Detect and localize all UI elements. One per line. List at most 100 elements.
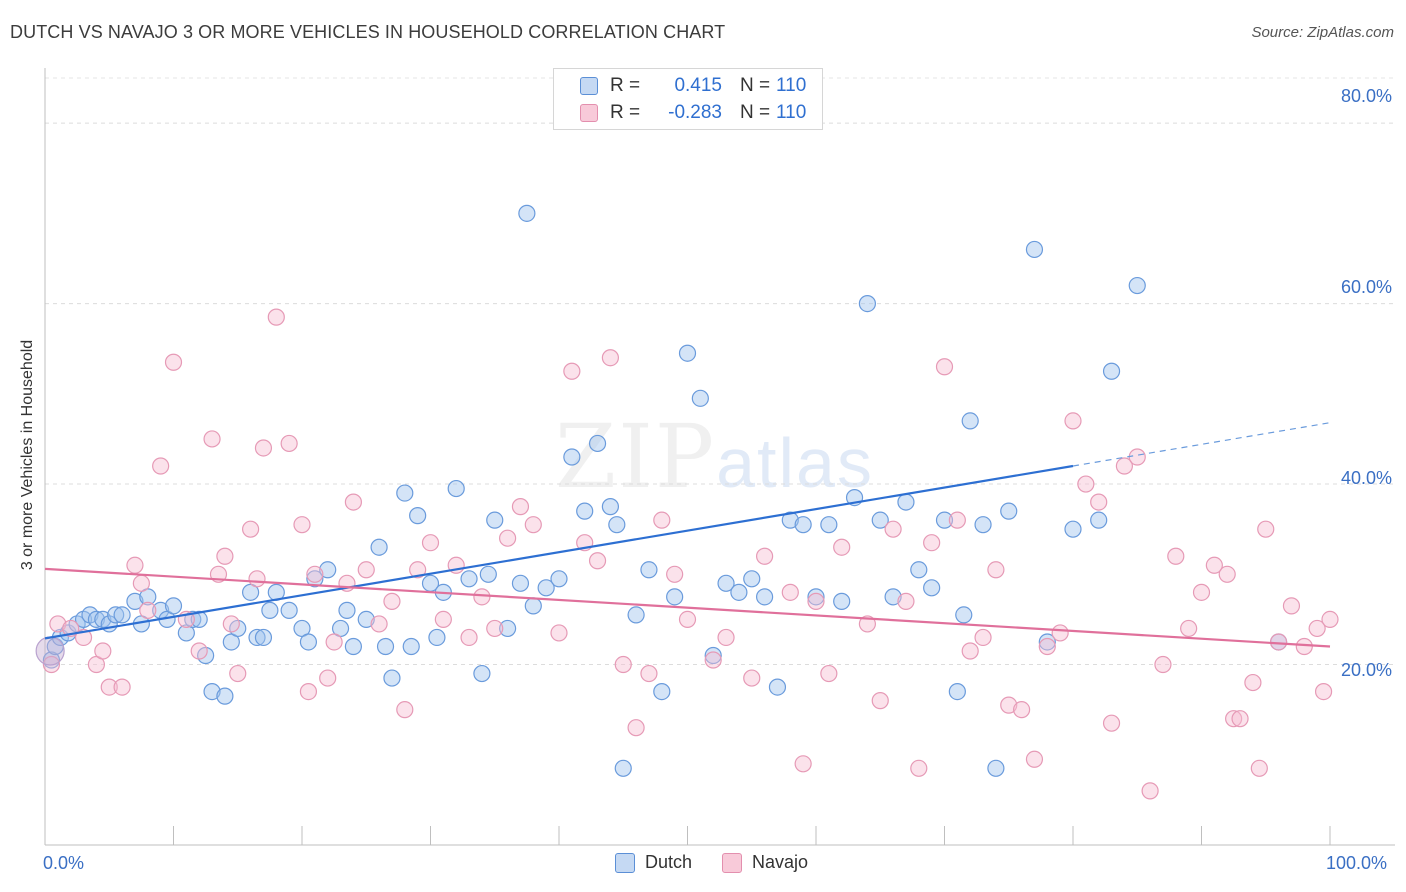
dutch-point-74 xyxy=(730,583,748,601)
navajo-point-60 xyxy=(755,547,774,565)
navajo-point-21 xyxy=(248,570,266,588)
navajo-point-68 xyxy=(884,520,902,538)
dutch-point-61 xyxy=(576,502,594,520)
navajo-point-7 xyxy=(113,678,131,696)
dutch-point-69 xyxy=(666,588,684,606)
legend-swatch-navajo xyxy=(580,104,598,122)
navajo-point-88 xyxy=(1141,782,1159,800)
navajo-point-17 xyxy=(216,547,234,565)
navajo-point-82 xyxy=(1064,412,1082,430)
navajo-point-24 xyxy=(280,434,298,453)
navajo-point-6 xyxy=(100,678,118,696)
navajo-point-89 xyxy=(1154,655,1172,674)
dutch-point-67 xyxy=(640,561,658,579)
dutch-point-94 xyxy=(974,516,992,534)
navajo-point-75 xyxy=(974,628,992,647)
navajo-point-76 xyxy=(987,561,1005,579)
navajo-point-90 xyxy=(1167,547,1185,565)
navajo-point-10 xyxy=(139,601,157,619)
dutch-point-35 xyxy=(319,561,337,579)
dutch-point-43 xyxy=(396,484,414,502)
navajo-point-41 xyxy=(473,588,491,606)
navajo-point-73 xyxy=(948,511,966,529)
dutch-point-77 xyxy=(768,678,787,696)
navajo-point-36 xyxy=(409,561,427,579)
navajo-point-78 xyxy=(1012,701,1031,719)
dutch-point-44 xyxy=(402,637,420,656)
navajo-point-66 xyxy=(858,615,877,633)
dutch-point-100 xyxy=(1090,511,1108,529)
dutch-point-55 xyxy=(511,574,530,592)
navajo-point-22 xyxy=(254,439,273,457)
navajo-point-83 xyxy=(1077,475,1095,493)
dutch-point-101 xyxy=(1102,362,1121,380)
dutch-point-34 xyxy=(306,570,324,588)
dutch-point-31 xyxy=(280,601,298,619)
dutch-point-73 xyxy=(717,574,735,592)
dutch-point-23 xyxy=(216,687,234,705)
dutch-point-47 xyxy=(428,628,446,647)
navajo-point-71 xyxy=(923,534,941,552)
dutch-point-57 xyxy=(524,597,542,615)
dutch-point-51 xyxy=(473,664,491,683)
navajo-point-14 xyxy=(190,642,208,660)
legend-row-dutch: R = 0.415 N = 110 xyxy=(554,73,806,99)
dutch-point-102 xyxy=(1128,276,1146,295)
dutch-point-28 xyxy=(254,628,273,647)
dutch-point-75 xyxy=(743,570,761,588)
legend-r-label: R = xyxy=(610,102,641,123)
y-tick-label-20: 20.0% xyxy=(1340,660,1392,680)
dutch-point-84 xyxy=(858,294,877,313)
navajo-point-25 xyxy=(293,516,311,534)
legend-row-navajo: R = -0.283 N = 110 xyxy=(554,100,806,126)
chart-title: DUTCH VS NAVAJO 3 OR MORE VEHICLES IN HO… xyxy=(10,22,726,42)
legend-swatch-dutch xyxy=(580,77,598,95)
dutch-trend-extension xyxy=(1072,422,1331,467)
navajo-point-84 xyxy=(1090,493,1108,511)
navajo-point-28 xyxy=(319,669,337,687)
dutch-trend-line xyxy=(44,464,1074,640)
series-legend-navajo[interactable]: Navajo xyxy=(722,852,808,873)
navajo-point-52 xyxy=(627,719,645,737)
dutch-point-79 xyxy=(794,516,812,534)
dutch-point-58 xyxy=(537,579,555,597)
dutch-point-68 xyxy=(653,682,671,701)
dutch-point-64 xyxy=(608,516,626,534)
dutch-point-92 xyxy=(955,606,973,624)
watermark-logo: ZIPatlas xyxy=(555,405,874,508)
dutch-point-7 xyxy=(87,610,106,629)
dutch-point-98 xyxy=(1038,633,1056,651)
dutch-point-81 xyxy=(820,516,838,534)
dutch-point-63 xyxy=(601,498,620,516)
series-legend: Dutch Navajo xyxy=(615,852,838,873)
dutch-point-86 xyxy=(884,588,902,606)
dutch-point-72 xyxy=(704,646,722,665)
navajo-point-1 xyxy=(49,615,67,633)
dutch-point-65 xyxy=(614,759,632,777)
legend-n-value-dutch: 110 xyxy=(776,75,807,96)
dutch-point-50 xyxy=(460,570,478,588)
navajo-trend-line xyxy=(44,567,1331,648)
navajo-point-18 xyxy=(222,615,240,633)
x-tick-label-max: 100.0% xyxy=(1326,853,1388,873)
dutch-point-78 xyxy=(781,511,799,529)
dutch-point-10 xyxy=(107,606,125,624)
navajo-point-51 xyxy=(614,655,632,674)
navajo-point-97 xyxy=(1244,673,1262,692)
navajo-point-74 xyxy=(961,642,979,660)
navajo-point-61 xyxy=(781,583,799,601)
series-legend-dutch[interactable]: Dutch xyxy=(615,852,692,873)
legend-r-value-navajo: -0.283 xyxy=(668,102,722,123)
legend-n-value-navajo: 110 xyxy=(776,102,807,123)
navajo-point-104 xyxy=(1314,682,1333,701)
navajo-point-34 xyxy=(383,592,401,610)
dutch-point-52 xyxy=(479,565,497,583)
navajo-point-67 xyxy=(871,692,889,710)
legend-n-label: N = xyxy=(740,75,771,96)
dutch-point-53 xyxy=(486,511,504,529)
dutch-point-90 xyxy=(935,511,954,529)
navajo-point-77 xyxy=(1000,696,1018,714)
navajo-point-49 xyxy=(588,552,607,570)
dutch-point-93 xyxy=(961,412,979,430)
dutch-point-38 xyxy=(344,637,362,656)
